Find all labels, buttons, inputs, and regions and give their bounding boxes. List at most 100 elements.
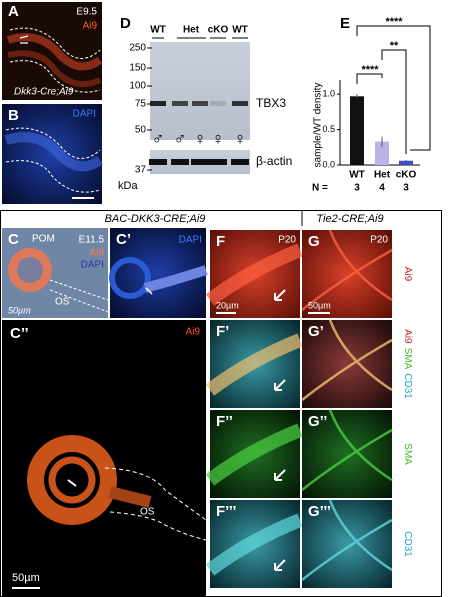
band: [172, 101, 188, 106]
region: OS: [55, 297, 70, 308]
band: [191, 159, 209, 165]
header: BAC-DKK3-CRE;Ai9: [105, 213, 206, 225]
vessel: [301, 409, 393, 491]
arrow: [274, 469, 286, 481]
panel-letter: C’: [116, 231, 131, 248]
channel: Ai9: [402, 267, 413, 282]
channel: CD31: [402, 373, 413, 399]
vessel: [205, 243, 303, 306]
bottom-panels: BAC-DKK3-CRE;Ai9 Tie2-CRE;Ai9 C E11.5 Ai…: [0, 210, 442, 597]
ladder-label: 75: [135, 99, 147, 110]
n-value: 4: [379, 183, 385, 194]
band: [210, 101, 226, 106]
band: [149, 159, 167, 165]
panel-e: E sample/WT density N = 0.0 0.5 1.0 WT 3 Het 4…: [312, 15, 431, 194]
n-value: 3: [354, 183, 360, 194]
band: [171, 159, 189, 165]
band: [209, 159, 227, 165]
panel-letter: C’’: [10, 325, 29, 342]
panel-letter: G’’’: [308, 503, 331, 520]
stage: P20: [370, 235, 388, 246]
channel: SMA: [402, 443, 413, 465]
panel-letter: E: [340, 15, 350, 32]
row-label: CD31: [402, 531, 413, 557]
panel-letter: G’: [308, 323, 324, 340]
stage: E11.5: [79, 235, 105, 246]
image: [302, 320, 392, 408]
x-tick-label: WT: [349, 170, 365, 181]
ladder-label: 150: [129, 63, 146, 74]
bar: [375, 141, 389, 165]
arrow: [274, 379, 286, 391]
panel-letter: G’’: [308, 413, 327, 430]
y-tick-label: 0.0: [322, 159, 335, 169]
n-label: N =: [312, 183, 328, 194]
region: POM: [32, 234, 55, 245]
unit: kDa: [118, 180, 138, 192]
channel: Ai9: [90, 248, 105, 259]
image: [302, 230, 392, 318]
channel: DAPI: [81, 260, 104, 271]
scale-label: 50µm: [8, 305, 31, 315]
y-axis-label: sample/WT density: [313, 83, 324, 168]
channel: Ai9: [83, 21, 98, 32]
y-tick-label: 0.5: [322, 124, 335, 134]
channel: DAPI: [73, 109, 96, 120]
channel: SMA: [402, 348, 413, 370]
stage: E9.5: [76, 7, 97, 18]
sex-symbol: ♀: [212, 129, 225, 148]
sex-symbol: ♂: [152, 129, 165, 148]
genotype: Dkk3-Cre;Ai9: [14, 87, 74, 98]
lane-label: WT: [150, 25, 166, 36]
n-value: 3: [403, 183, 409, 194]
panel-letter: F’: [216, 323, 229, 340]
arrow: [274, 289, 286, 301]
ladder-label: 37: [135, 165, 147, 176]
panel-b: B DAPI: [2, 104, 103, 204]
lane-label: WT: [232, 25, 248, 36]
y-tick-label: 1.0: [322, 89, 335, 99]
panel-letter: B: [8, 107, 19, 124]
row-label: Ai9 SMA CD31: [402, 329, 413, 399]
vessel: [205, 423, 303, 486]
panel-letter: F’’’: [216, 503, 237, 520]
header: Tie2-CRE;Ai9: [316, 213, 383, 225]
panel-letter: C: [8, 231, 19, 248]
vessel: [301, 229, 393, 311]
ladder-label: 250: [129, 43, 146, 54]
sex-symbol: ♀: [234, 129, 247, 148]
lane-label: cKO: [208, 25, 229, 36]
panel-letter: A: [8, 3, 19, 20]
scale-label: 50µm: [12, 572, 40, 584]
sex-symbol: ♂: [174, 129, 187, 148]
panel-letter: D: [120, 15, 131, 32]
row-label: SMA: [402, 443, 413, 465]
scale-label: 20µm: [216, 300, 239, 310]
panel-letter: F: [216, 233, 225, 250]
significance: **: [390, 40, 399, 52]
vessel: [301, 319, 393, 401]
image: [2, 104, 102, 204]
band: [192, 101, 208, 106]
panel-letter: F’’: [216, 413, 233, 430]
x-tick-label: Het: [374, 170, 391, 181]
stage: P20: [278, 235, 296, 246]
scale-label: 50µm: [308, 300, 331, 310]
significance: ****: [385, 16, 403, 28]
significance: ****: [361, 64, 379, 76]
channel: CD31: [402, 531, 413, 557]
ladder-label: 100: [129, 81, 146, 92]
band: [150, 101, 166, 106]
vessel: [205, 333, 303, 396]
image: [302, 410, 392, 498]
channel: Ai9: [186, 327, 201, 338]
image: [302, 500, 392, 588]
channel: DAPI: [179, 235, 202, 246]
blot: [150, 42, 250, 140]
region: OS: [140, 507, 155, 518]
bar: [399, 160, 413, 165]
band-label: TBX3: [256, 96, 286, 110]
band-label: β-actin: [256, 154, 292, 168]
ladder-label: 50: [135, 125, 147, 136]
